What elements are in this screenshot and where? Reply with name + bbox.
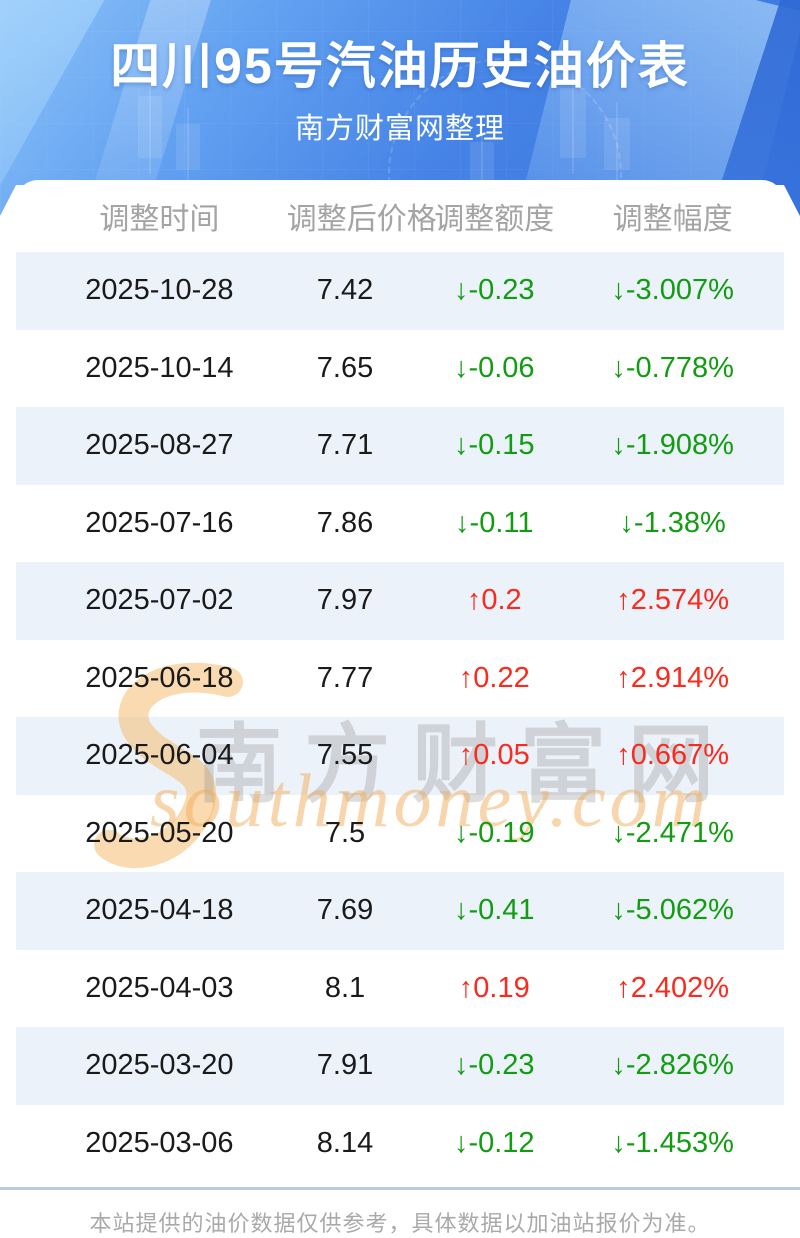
cell-date: 2025-06-04 <box>85 739 234 772</box>
cell-price: 7.71 <box>316 429 374 462</box>
cell-date: 2025-04-03 <box>85 971 234 1004</box>
price-table-card: 调整时间 调整后价格 调整额度 调整幅度 2025-10-28 7.42 ↓-0… <box>16 180 784 1182</box>
table-row: 2025-06-18 7.77 ↑0.22 ↑2.914% <box>16 640 784 718</box>
column-header-change: 调整额度 <box>434 203 555 236</box>
column-header-pct: 调整幅度 <box>612 203 733 236</box>
cell-price: 8.14 <box>316 1126 374 1159</box>
table-row: 2025-06-04 7.55 ↑0.05 ↑0.667% <box>16 717 784 795</box>
candlestick-decor <box>138 96 162 158</box>
cell-percent: ↑2.914% <box>616 661 730 694</box>
cell-date: 2025-08-27 <box>85 429 234 462</box>
cell-change: ↓-0.19 <box>453 816 535 849</box>
candlestick-decor <box>604 118 630 170</box>
cell-price: 7.65 <box>316 351 374 384</box>
page-subtitle: 南方财富网整理 <box>294 113 505 145</box>
table-body: 2025-10-28 7.42 ↓-0.23 ↓-3.007% 2025-10-… <box>16 252 784 1182</box>
candlestick-decor <box>470 142 494 184</box>
cell-price: 8.1 <box>324 971 366 1004</box>
cell-percent: ↑0.667% <box>616 739 730 772</box>
cell-percent: ↑2.402% <box>616 971 730 1004</box>
table-header-row: 调整时间 调整后价格 调整额度 调整幅度 <box>16 180 784 252</box>
cell-price: 7.91 <box>316 1049 374 1082</box>
column-header-time: 调整时间 <box>99 203 220 236</box>
cell-change: ↓-0.41 <box>453 894 535 927</box>
cell-price: 7.86 <box>316 506 374 539</box>
table-row: 2025-03-06 8.14 ↓-0.12 ↓-1.453% <box>16 1105 784 1183</box>
disclaimer-text: 本站提供的油价数据仅供参考，具体数据以加油站报价为准。 <box>89 1211 711 1236</box>
banner: 四川95号汽油历史油价表 南方财富网整理 <box>0 0 800 216</box>
cell-percent: ↓-5.062% <box>611 894 734 927</box>
cell-change: ↑0.22 <box>458 661 530 694</box>
cell-percent: ↓-0.778% <box>611 351 734 384</box>
cell-change: ↓-0.15 <box>453 429 535 462</box>
cell-price: 7.69 <box>316 894 374 927</box>
cell-price: 7.97 <box>316 584 374 617</box>
candlestick-decor <box>176 124 200 170</box>
cell-percent: ↑2.574% <box>616 584 730 617</box>
table-row: 2025-04-03 8.1 ↑0.19 ↑2.402% <box>16 950 784 1028</box>
cell-change: ↓-0.06 <box>453 351 535 384</box>
cell-change: ↓-0.11 <box>455 506 534 539</box>
table-row: 2025-07-02 7.97 ↑0.2 ↑2.574% <box>16 562 784 640</box>
cell-price: 7.55 <box>316 739 374 772</box>
cell-price: 7.42 <box>316 274 374 307</box>
cell-change: ↓-0.12 <box>453 1126 535 1159</box>
table-row: 2025-10-14 7.65 ↓-0.06 ↓-0.778% <box>16 330 784 408</box>
cell-date: 2025-07-02 <box>85 584 234 617</box>
page-title: 四川95号汽油历史油价表 <box>110 38 690 94</box>
cell-percent: ↓-2.471% <box>611 816 734 849</box>
table-row: 2025-03-20 7.91 ↓-0.23 ↓-2.826% <box>16 1027 784 1105</box>
cell-date: 2025-05-20 <box>85 816 234 849</box>
table-row: 2025-05-20 7.5 ↓-0.19 ↓-2.471% <box>16 795 784 873</box>
column-header-price: 调整后价格 <box>286 203 437 236</box>
cell-percent: ↓-1.38% <box>619 506 726 539</box>
table-row: 2025-08-27 7.71 ↓-0.15 ↓-1.908% <box>16 407 784 485</box>
cell-date: 2025-06-18 <box>85 661 234 694</box>
cell-date: 2025-10-28 <box>85 274 234 307</box>
cell-percent: ↓-1.453% <box>611 1126 734 1159</box>
cell-price: 7.5 <box>324 816 366 849</box>
cell-date: 2025-03-20 <box>85 1049 234 1082</box>
cell-change: ↑0.05 <box>458 739 530 772</box>
table-row: 2025-10-28 7.42 ↓-0.23 ↓-3.007% <box>16 252 784 330</box>
cell-date: 2025-10-14 <box>85 351 234 384</box>
cell-change: ↑0.19 <box>458 971 530 1004</box>
cell-price: 7.77 <box>316 661 374 694</box>
cell-percent: ↓-2.826% <box>611 1049 734 1082</box>
cell-percent: ↓-3.007% <box>611 274 734 307</box>
cell-percent: ↓-1.908% <box>611 429 734 462</box>
cell-change: ↓-0.23 <box>453 1049 535 1082</box>
cell-date: 2025-04-18 <box>85 894 234 927</box>
candlestick-decor <box>560 88 586 158</box>
table-row: 2025-04-18 7.69 ↓-0.41 ↓-5.062% <box>16 872 784 950</box>
cell-change: ↓-0.23 <box>453 274 535 307</box>
cell-date: 2025-07-16 <box>85 506 234 539</box>
cell-change: ↑0.2 <box>466 584 522 617</box>
footer-divider <box>0 1187 800 1190</box>
table-row: 2025-07-16 7.86 ↓-0.11 ↓-1.38% <box>16 485 784 563</box>
cell-date: 2025-03-06 <box>85 1126 234 1159</box>
